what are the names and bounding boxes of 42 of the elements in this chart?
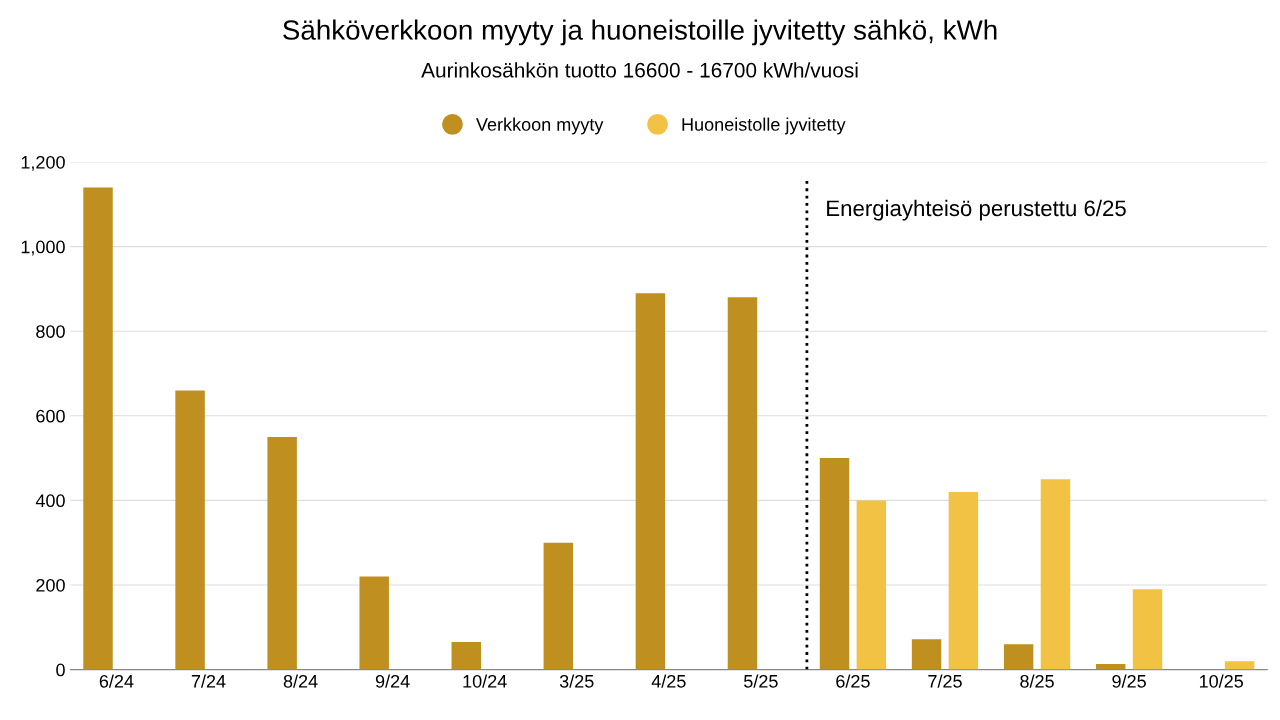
x-tick-label: 6/24 xyxy=(99,674,134,688)
bar xyxy=(727,297,758,670)
bar xyxy=(1040,479,1071,670)
x-tick-label: 9/24 xyxy=(375,674,410,688)
y-tick-label: 800 xyxy=(36,325,65,338)
bar xyxy=(911,639,942,670)
x-tick-label: 8/24 xyxy=(283,674,318,688)
ref-line-label: Energiayhteisö perustettu 6/25 xyxy=(827,199,1126,221)
bar xyxy=(635,293,666,670)
x-tick-label: 9/25 xyxy=(1112,674,1146,688)
bar xyxy=(1095,664,1126,670)
x-tick-label: 10/24 xyxy=(463,674,507,688)
bar xyxy=(1132,589,1163,670)
bar xyxy=(543,542,574,670)
y-tick-label: 200 xyxy=(36,578,65,592)
x-tick-label: 8/25 xyxy=(1020,674,1054,688)
bar xyxy=(83,187,113,670)
x-tick-label: 6/25 xyxy=(836,674,870,688)
bar xyxy=(175,390,205,670)
x-tick-label: 5/25 xyxy=(744,674,778,688)
legend-label: Verkkoon myyty xyxy=(476,117,604,135)
bar xyxy=(267,436,297,670)
bar xyxy=(948,491,979,670)
x-tick-label: 4/25 xyxy=(651,674,686,688)
x-tick-label: 7/24 xyxy=(191,674,226,688)
x-tick-label: 10/25 xyxy=(1199,674,1244,688)
y-tick-label: 1,200 xyxy=(21,155,65,171)
bar xyxy=(856,500,887,670)
bar xyxy=(359,576,389,670)
y-tick-label: 1,000 xyxy=(21,240,65,256)
y-tick-label: 0 xyxy=(56,663,65,677)
bar xyxy=(451,642,481,670)
legend-label: Huoneistolle jyvitetty xyxy=(682,117,846,135)
x-tick-label: 3/25 xyxy=(559,674,594,688)
y-tick-label: 400 xyxy=(35,494,65,508)
bar xyxy=(819,458,850,670)
bar xyxy=(1003,644,1034,670)
chart-subtitle: Aurinkosähkön tuotto 16600 - 16700 kWh/vuosi xyxy=(421,62,858,78)
y-tick-label: 600 xyxy=(36,409,65,423)
x-tick-label: 7/25 xyxy=(928,674,962,688)
chart-title: Sähköverkkoon myyty ja huoneistoille jyvitetty sähkö, kWh xyxy=(283,19,997,46)
bar xyxy=(1224,661,1255,670)
